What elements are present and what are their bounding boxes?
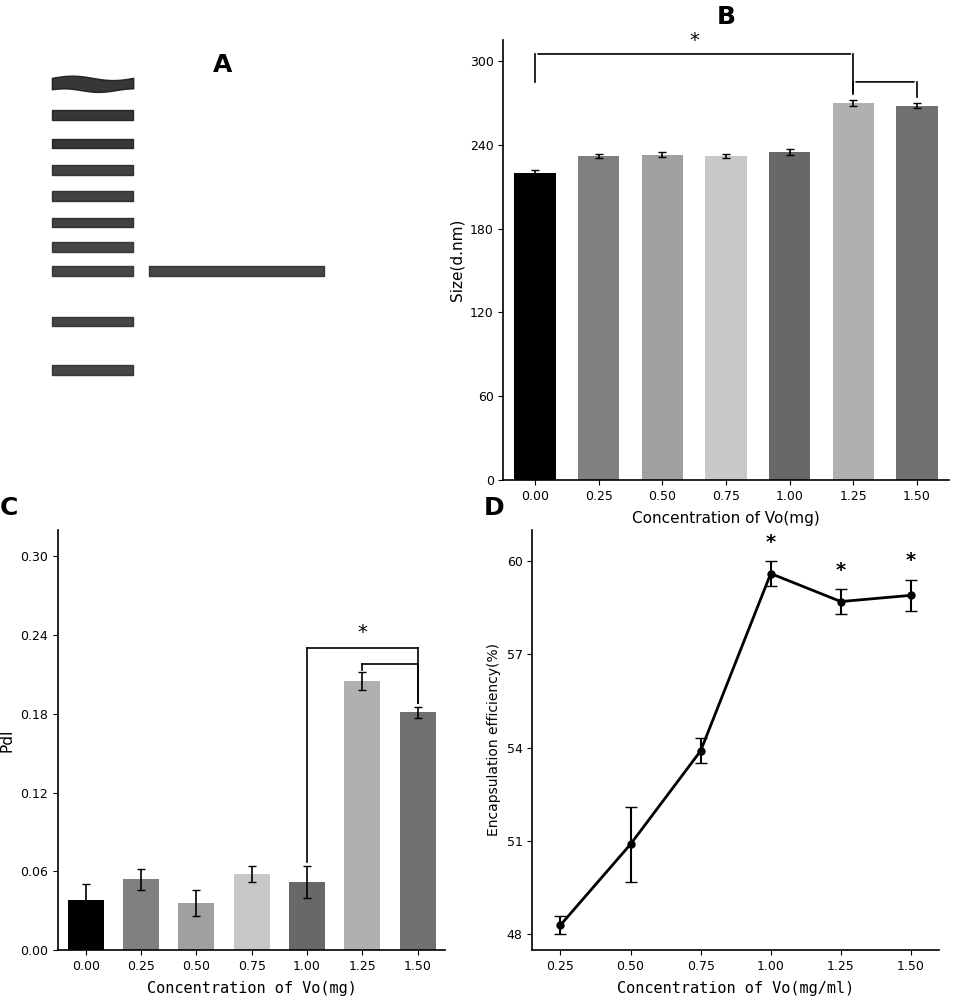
Bar — [178, 903, 214, 950]
Y-axis label: Size(d.nm): Size(d.nm) — [449, 219, 465, 301]
Text: D: D — [484, 496, 504, 520]
X-axis label: Concentration of Vo(mg): Concentration of Vo(mg) — [632, 511, 820, 526]
Bar — [345, 681, 380, 950]
Y-axis label: Encapsulation efficiency(%): Encapsulation efficiency(%) — [487, 644, 501, 836]
Bar — [123, 879, 159, 950]
Bar — [832, 103, 874, 480]
Bar — [896, 106, 937, 480]
Text: B: B — [716, 5, 736, 29]
Bar — [515, 173, 556, 480]
Bar — [642, 155, 683, 480]
Bar — [578, 156, 620, 480]
Bar — [289, 882, 325, 950]
Text: *: * — [689, 31, 699, 50]
X-axis label: Concentration of Vo(mg): Concentration of Vo(mg) — [147, 981, 356, 996]
Y-axis label: PdI: PdI — [0, 728, 15, 752]
X-axis label: Concentration of Vo(mg/ml): Concentration of Vo(mg/ml) — [617, 981, 855, 996]
Text: *: * — [357, 623, 367, 642]
Text: C: C — [0, 496, 18, 520]
Bar — [400, 712, 436, 950]
Text: *: * — [906, 551, 916, 570]
Bar — [233, 874, 270, 950]
Bar — [706, 156, 746, 480]
Text: A: A — [213, 53, 232, 77]
Text: *: * — [766, 533, 775, 552]
Bar — [769, 152, 810, 480]
Bar — [68, 900, 104, 950]
Text: *: * — [835, 561, 846, 580]
